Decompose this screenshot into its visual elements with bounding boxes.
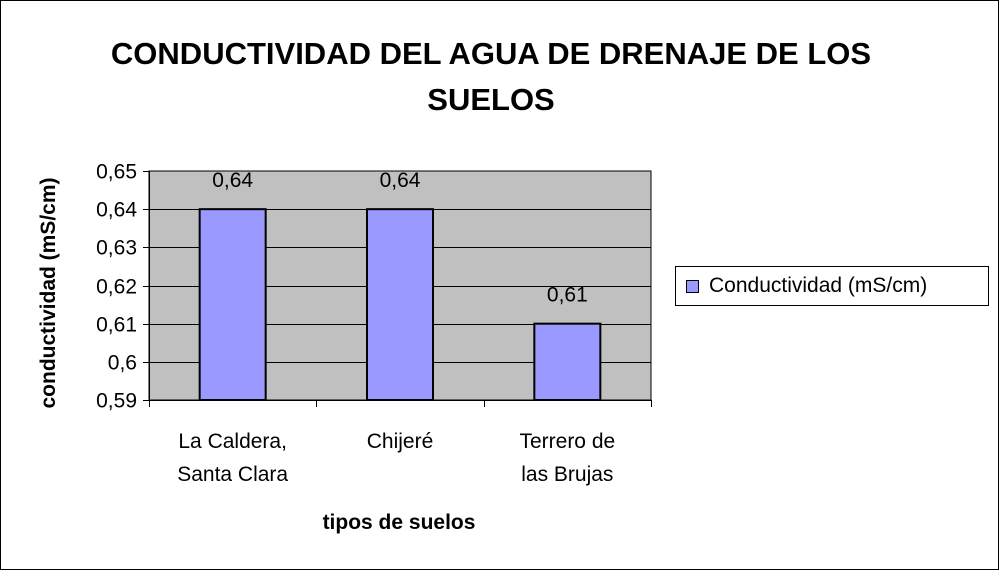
bar [198,208,267,401]
legend: Conductividad (mS/cm) [675,266,989,306]
data-label: 0,61 [547,284,588,307]
y-tick-label: 0,6 [108,352,137,375]
y-tick-label: 0,59 [96,390,137,413]
y-tick-label: 0,61 [96,314,137,337]
y-tick-label: 0,65 [96,161,137,184]
x-tick-label: Terrero de las Brujas [519,430,615,486]
chart-title: CONDUCTIVIDAD DEL AGUA DE DRENAJE DE LOS… [110,36,872,117]
x-tick-label: Chijeré [367,430,434,453]
bar [366,208,434,401]
data-label: 0,64 [212,169,253,192]
legend-label: Conductividad (mS/cm) [709,274,928,297]
y-tick-label: 0,63 [96,237,137,260]
bar [533,322,602,401]
legend-swatch [686,279,699,293]
data-label: 0,64 [380,169,421,192]
x-axis-label: tipos de suelos [322,511,476,534]
y-tick-label: 0,62 [96,276,137,299]
y-tick-label: 0,64 [96,199,137,222]
x-tick-label: La Caldera, Santa Clara [177,430,288,486]
